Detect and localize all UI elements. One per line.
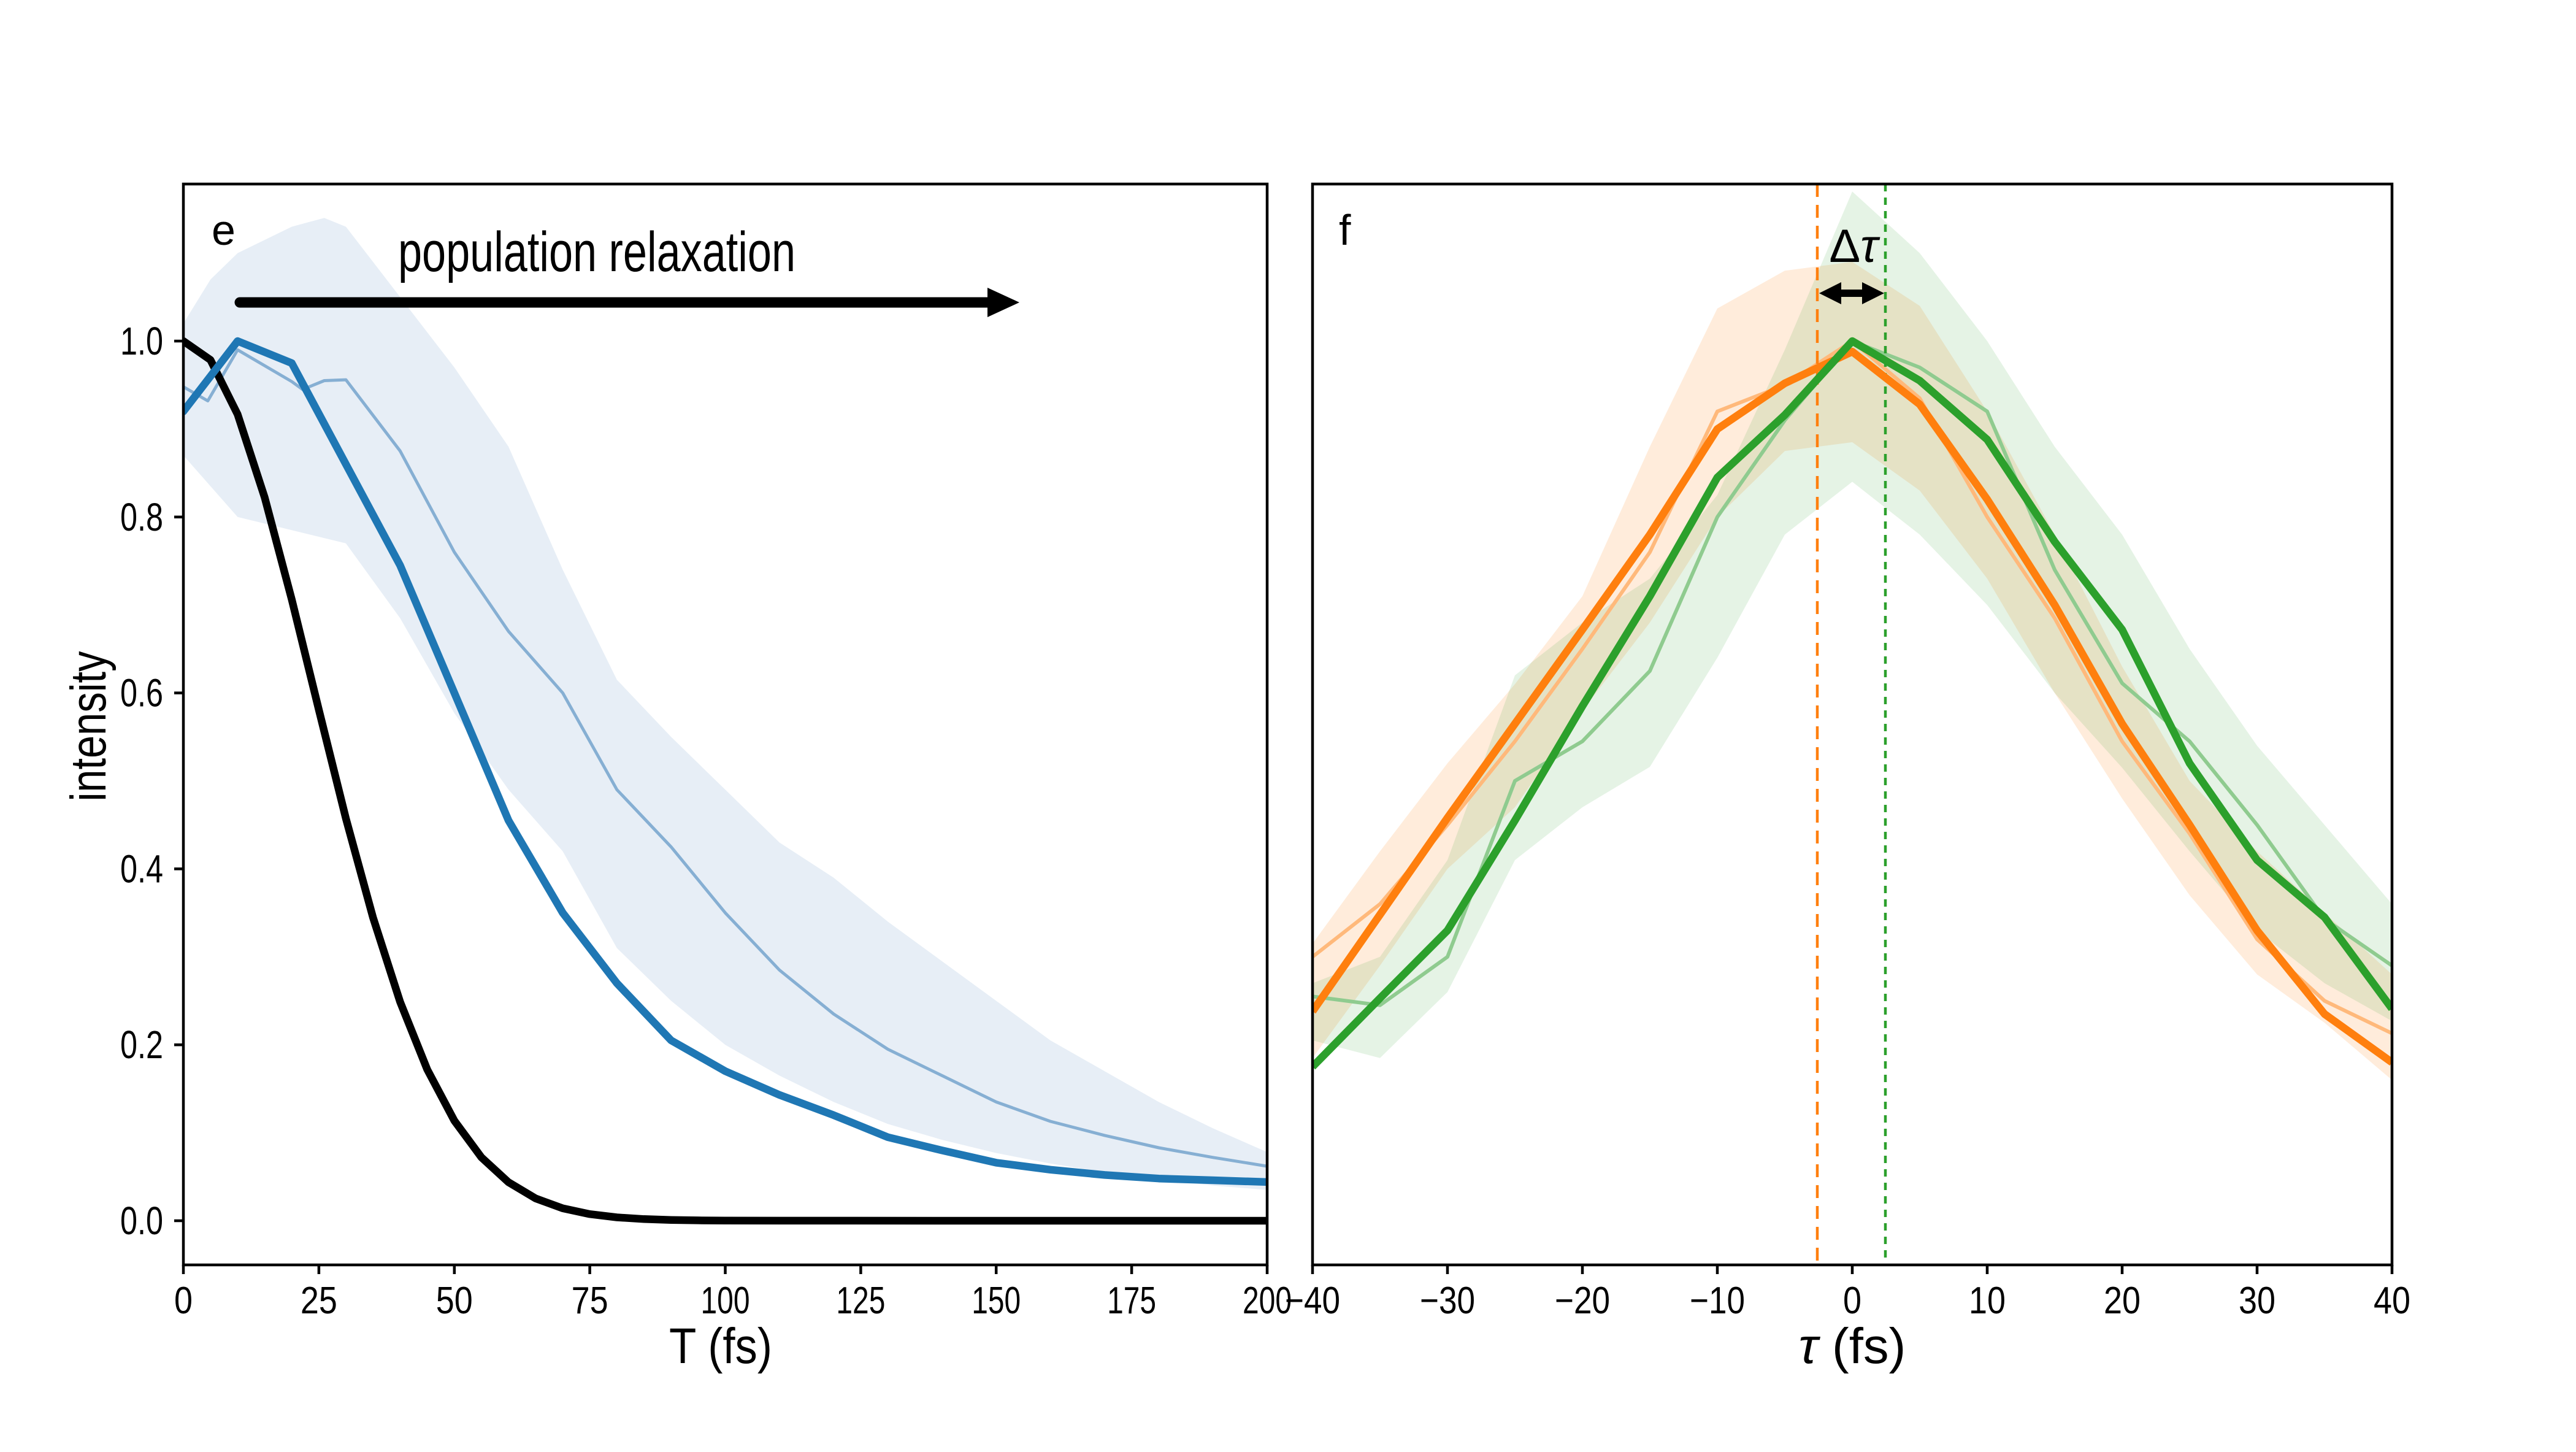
svg-text:−10: −10 [1690, 1280, 1745, 1322]
svg-text:200: 200 [1243, 1280, 1292, 1322]
svg-text:−30: −30 [1420, 1280, 1475, 1322]
svg-text:20: 20 [2104, 1280, 2141, 1322]
svg-text:0.6: 0.6 [120, 671, 163, 715]
svg-text:−40: −40 [1285, 1280, 1340, 1322]
svg-text:intensity: intensity [61, 651, 117, 802]
svg-text:10: 10 [1969, 1280, 2006, 1322]
svg-text:25: 25 [301, 1280, 337, 1322]
svg-text:100: 100 [701, 1280, 750, 1322]
svg-text:125: 125 [836, 1280, 885, 1322]
svg-text:T (fs): T (fs) [669, 1318, 772, 1374]
svg-text:Δτ: Δτ [1829, 220, 1880, 272]
svg-text:0.8: 0.8 [120, 495, 163, 539]
svg-text:30: 30 [2239, 1280, 2275, 1322]
svg-text:0: 0 [174, 1280, 193, 1322]
svg-text:f: f [1339, 206, 1351, 254]
svg-text:0: 0 [1843, 1280, 1861, 1322]
svg-text:e: e [212, 206, 236, 254]
svg-text:1.0: 1.0 [120, 319, 163, 363]
svg-text:75: 75 [572, 1280, 608, 1322]
svg-text:50: 50 [436, 1280, 473, 1322]
svg-text:τ (fs): τ (fs) [1799, 1318, 1906, 1374]
svg-text:150: 150 [972, 1280, 1021, 1322]
svg-text:175: 175 [1107, 1280, 1156, 1322]
svg-text:−20: −20 [1555, 1280, 1610, 1322]
svg-text:0.4: 0.4 [120, 847, 163, 891]
svg-text:0.0: 0.0 [120, 1199, 163, 1243]
svg-text:population relaxation: population relaxation [398, 221, 795, 283]
svg-text:0.2: 0.2 [120, 1023, 163, 1067]
svg-text:40: 40 [2374, 1280, 2410, 1322]
